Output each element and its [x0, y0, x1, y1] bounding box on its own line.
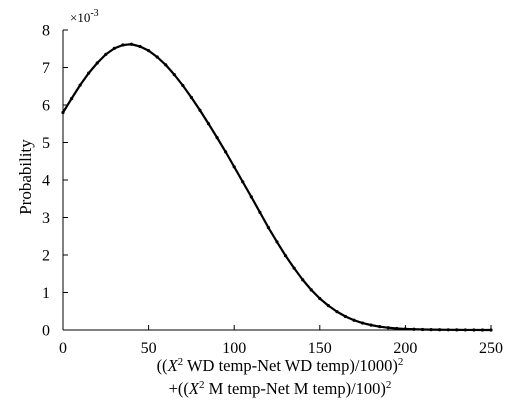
data-point: [438, 328, 442, 332]
series-layer: [61, 42, 493, 332]
y-tick-label: 6: [42, 98, 50, 115]
data-point: [403, 327, 407, 331]
data-point: [78, 83, 82, 87]
data-point: [455, 328, 459, 332]
data-point: [112, 46, 116, 50]
data-point: [343, 314, 348, 319]
data-point: [480, 328, 485, 332]
y-tick-label: 3: [42, 210, 50, 227]
data-point: [129, 42, 134, 46]
axes: [62, 30, 491, 331]
data-point: [420, 327, 425, 332]
series-line: [62, 43, 492, 332]
data-point: [378, 325, 382, 329]
x-axis-title-line-1: ((X2 WD temp-Net WD temp)/1000)2: [156, 355, 404, 375]
x-tick-label: 0: [59, 340, 67, 357]
data-point: [361, 321, 365, 325]
x-tick-label: 150: [308, 340, 332, 357]
data-point: [181, 83, 185, 88]
x-tick-label: 50: [141, 340, 157, 357]
data-point: [164, 63, 168, 67]
data-point: [147, 49, 151, 53]
x-axis-title-line-2: +((X2 M temp-Net M temp)/100)2: [168, 378, 392, 398]
data-point: [61, 110, 65, 115]
data-point: [232, 165, 236, 169]
data-point: [386, 326, 390, 330]
data-point: [241, 180, 245, 184]
data-point: [275, 240, 279, 244]
data-point: [138, 44, 142, 49]
data-point: [369, 323, 373, 327]
data-point: [189, 95, 193, 100]
data-point: [87, 71, 91, 75]
y-tick-label: 4: [42, 173, 50, 190]
data-point: [266, 226, 271, 230]
y-tick-label: 0: [42, 323, 50, 340]
data-point: [198, 108, 202, 112]
y-tick-label: 8: [42, 23, 50, 40]
data-point: [429, 328, 433, 332]
data-point: [472, 328, 476, 332]
x-tick-label: 250: [479, 340, 503, 357]
data-point: [352, 318, 356, 322]
data-point: [215, 136, 219, 140]
y-tick-label: 1: [42, 285, 50, 302]
data-point: [258, 210, 262, 214]
data-point: [172, 73, 176, 77]
data-point: [69, 97, 74, 101]
ticks: 0 1 2 3 4 5 6 7 8 0 50 100 150 200 250: [42, 23, 503, 358]
y-tick-label: 7: [42, 60, 50, 77]
data-point: [121, 43, 125, 47]
data-point: [463, 328, 467, 332]
data-point: [292, 266, 296, 270]
data-point: [335, 310, 339, 314]
data-point: [489, 328, 493, 332]
data-point: [104, 52, 108, 56]
data-point: [446, 328, 450, 332]
data-point: [318, 296, 322, 301]
data-point: [326, 304, 330, 308]
x-tick-label: 100: [222, 340, 246, 357]
data-point: [412, 327, 416, 331]
data-point: [301, 278, 305, 282]
y-tick-label: 2: [42, 248, 50, 265]
data-point: [206, 122, 211, 126]
data-point: [155, 55, 159, 59]
data-point: [249, 195, 253, 199]
x-tick-label: 200: [393, 340, 417, 357]
y-axis-title: Probability: [16, 139, 35, 215]
data-point: [309, 288, 313, 292]
data-point: [283, 254, 288, 258]
data-point: [95, 61, 99, 65]
data-point: [395, 326, 399, 331]
y-axis-multiplier: ×10-3: [70, 8, 99, 25]
y-tick-label: 5: [42, 135, 50, 152]
data-point: [224, 150, 228, 154]
